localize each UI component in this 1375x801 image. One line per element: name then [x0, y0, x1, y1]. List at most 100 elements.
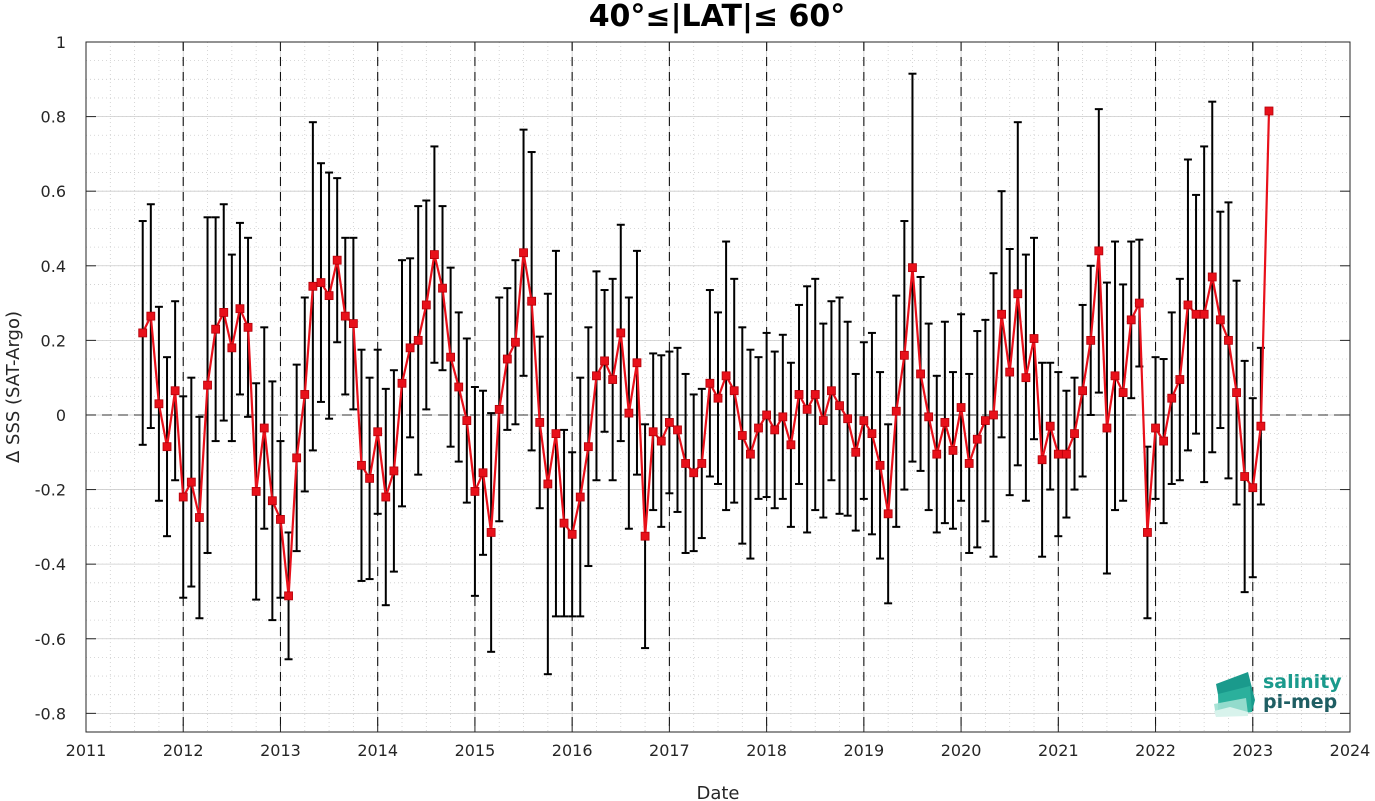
- data-point: [1045, 421, 1055, 431]
- x-tick-label: 2018: [746, 741, 787, 760]
- data-point: [1264, 106, 1274, 116]
- data-point: [786, 440, 796, 450]
- data-point: [486, 528, 496, 537]
- series-line: [141, 110, 1271, 597]
- data-point: [340, 311, 350, 321]
- data-point: [146, 311, 156, 321]
- data-point: [365, 473, 374, 483]
- data-point: [211, 324, 221, 334]
- data-point: [964, 459, 974, 468]
- data-point: [1215, 315, 1225, 325]
- x-tick-label: 2021: [1038, 741, 1079, 760]
- data-point: [762, 410, 772, 420]
- y-tick-label: -0.6: [35, 630, 66, 649]
- data-point: [203, 380, 212, 390]
- data-point: [1102, 423, 1112, 433]
- data-point: [616, 328, 626, 338]
- x-tick-label: 2019: [843, 741, 884, 760]
- y-tick-label: -0.8: [35, 704, 66, 723]
- data-point: [1167, 393, 1177, 403]
- data-point: [851, 447, 861, 457]
- x-tick-label: 2012: [163, 741, 204, 760]
- data-point: [446, 352, 456, 362]
- data-point: [705, 378, 715, 388]
- data-point: [1207, 272, 1217, 282]
- data-point: [729, 386, 739, 396]
- data-point: [1151, 423, 1160, 433]
- data-point: [948, 446, 958, 455]
- data-point: [883, 509, 893, 519]
- data-point: [1232, 388, 1241, 397]
- data-point: [754, 423, 763, 433]
- data-point: [1183, 300, 1193, 310]
- data-point: [267, 496, 277, 506]
- data-point: [1053, 449, 1063, 459]
- data-point: [989, 410, 998, 420]
- data-point: [624, 408, 634, 418]
- x-tick-label: 2017: [649, 741, 690, 760]
- data-point: [259, 423, 269, 433]
- y-tick-label: -0.2: [35, 481, 66, 500]
- data-point: [284, 591, 293, 601]
- data-point: [1143, 528, 1152, 537]
- data-point: [1062, 449, 1071, 459]
- logo: salinity pi-mep: [1214, 671, 1342, 717]
- data-point: [835, 401, 844, 411]
- data-point: [1078, 386, 1088, 396]
- data-point: [956, 403, 966, 412]
- data-point: [332, 255, 342, 265]
- chart-title: 40°≤|LAT|≤ 60°: [589, 0, 846, 34]
- y-axis-label: Δ SSS (SAT-Argo): [3, 311, 24, 463]
- logo-pi-mep: pi-mep: [1263, 691, 1337, 713]
- data-point: [308, 281, 318, 291]
- data-point: [438, 283, 447, 293]
- data-point: [1126, 315, 1136, 325]
- data-point: [551, 429, 561, 439]
- data-point: [1248, 483, 1258, 493]
- x-tick-label: 2014: [357, 741, 398, 760]
- data-point: [543, 479, 553, 489]
- data-point: [575, 492, 585, 502]
- data-point: [494, 404, 504, 414]
- x-tick-label: 2024: [1330, 741, 1371, 760]
- data-point: [519, 248, 528, 258]
- data-point: [664, 418, 674, 427]
- x-tick-label: 2015: [455, 741, 496, 760]
- data-point: [1021, 373, 1031, 383]
- y-tick-labels: 1 0.8 0.6 0.4 0.2 0 -0.2 -0.4 -0.6 -0.8: [35, 33, 66, 723]
- data-point: [1037, 455, 1047, 465]
- data-point: [592, 371, 601, 381]
- data-point: [1199, 309, 1209, 319]
- data-point: [186, 477, 196, 487]
- data-point: [381, 492, 391, 502]
- data-point: [689, 468, 699, 478]
- data-point: [713, 393, 723, 403]
- data-point: [632, 358, 642, 368]
- data-point: [1191, 309, 1201, 319]
- data-point: [502, 354, 512, 364]
- data-point: [681, 459, 690, 468]
- data-point: [810, 390, 820, 399]
- data-point: [1070, 429, 1079, 439]
- data-point: [1086, 335, 1096, 345]
- data-point: [405, 343, 415, 353]
- data-point: [932, 449, 942, 459]
- data-point: [875, 460, 885, 470]
- data-point: [454, 382, 464, 392]
- x-tick-label: 2020: [941, 741, 982, 760]
- ticks: [85, 41, 1351, 732]
- data-point: [357, 460, 366, 470]
- data-point: [527, 296, 537, 306]
- data-point: [373, 427, 383, 437]
- data-point: [535, 418, 545, 427]
- data-point: [656, 436, 666, 446]
- y-tick-label: 0.8: [41, 108, 66, 127]
- data-point: [916, 369, 925, 379]
- data-point: [794, 390, 804, 399]
- data-point: [899, 350, 909, 360]
- data-point: [648, 427, 658, 437]
- data-point: [827, 386, 836, 396]
- y-tick-label: 1: [56, 33, 66, 52]
- x-tick-label: 2011: [66, 741, 107, 760]
